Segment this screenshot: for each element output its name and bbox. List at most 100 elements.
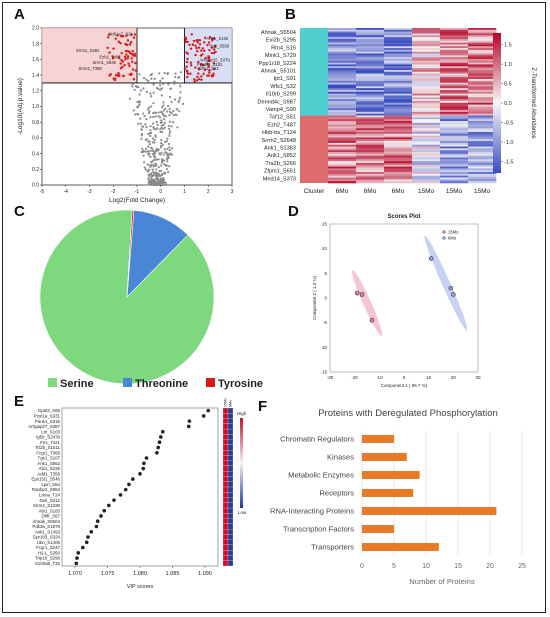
volcano-sig-point [185, 60, 189, 64]
heatmap-cell [440, 137, 469, 140]
heatmap-cell [384, 135, 413, 138]
heatmap-cell [328, 95, 357, 98]
volcano-sig-point [116, 34, 119, 37]
volcano-point [143, 82, 146, 85]
heatmap-cell [440, 59, 469, 62]
heatmap-cell [440, 29, 469, 32]
heatmap-cell [384, 133, 413, 136]
volcano-point [137, 105, 140, 108]
heatmap-cell [468, 57, 497, 60]
heatmap-cell [468, 75, 497, 78]
volcano-point [168, 146, 171, 149]
volcano-point [170, 100, 173, 104]
heatmap-cell [468, 46, 497, 49]
volcano-point [168, 165, 171, 168]
pca-point-6mo [448, 285, 454, 291]
volcano-point [160, 158, 163, 161]
heatmap-cell [412, 162, 441, 166]
volcano-sig-point [121, 65, 124, 69]
heatmap-cell [440, 128, 469, 131]
pca-x-tick-label: -30 [327, 375, 334, 380]
heatmap-cell [412, 137, 441, 140]
heatmap-cell [440, 111, 469, 115]
vip-side-cell [227, 465, 234, 472]
heatmap-cell [440, 131, 469, 135]
heatmap-cell [468, 40, 497, 43]
heatmap-cell [384, 142, 413, 146]
volcano-point [161, 112, 164, 115]
volcano-point [159, 121, 163, 124]
volcano-point [151, 160, 154, 163]
vip-side-cell [222, 460, 229, 467]
bar-category-label: Metabolic Enzymes [288, 471, 354, 480]
pca-legend-label: 6Mo [448, 236, 457, 241]
heatmap-cell [468, 164, 497, 167]
heatmap-cell [440, 110, 469, 113]
heatmap-cell [384, 48, 413, 51]
heatmap-cell [412, 152, 441, 155]
volcano-point [158, 152, 161, 155]
volcano-sig-point [206, 62, 209, 66]
heatmap-cell [440, 181, 469, 184]
heatmap-cell [468, 106, 497, 109]
heatmap-cell [384, 55, 413, 58]
bar-x-tick-label: 15 [454, 563, 462, 570]
heatmap-cell [356, 159, 385, 162]
bar-rna-interacting-proteins [362, 507, 497, 515]
volcano-sig-point [108, 51, 111, 54]
heatmap-cell [412, 71, 441, 74]
heatmap-cell [328, 59, 357, 62]
volcano-point [142, 161, 146, 164]
bar-transcription-factors [362, 525, 394, 533]
panel-label-b: B [285, 6, 296, 23]
heatmap-cell [356, 157, 385, 160]
vip-point [159, 435, 163, 439]
volcano-sig-point [186, 40, 189, 44]
vip-side-cell [222, 428, 229, 435]
heatmap-cell [356, 29, 385, 32]
heatmap-cell [384, 131, 413, 135]
volcano-point [148, 143, 151, 146]
heatmap-row-label: Hbb-bs_T124 [262, 130, 296, 136]
vip-point [155, 450, 159, 455]
volcano-sig-point [211, 39, 214, 42]
volcano-point [161, 77, 164, 80]
volcano-point [140, 134, 143, 137]
heatmap-row-label: Vamp4_S90 [266, 107, 296, 113]
volcano-point [158, 84, 162, 87]
volcano-point [161, 143, 164, 146]
panel-label-c: C [14, 203, 25, 220]
vip-feature-label: H2-L_S350 [38, 550, 61, 555]
volcano-point [145, 126, 148, 129]
heatmap-row-label: Rtn4_S16 [271, 45, 296, 51]
volcano-sig-point [208, 71, 211, 74]
volcano-sig-point [192, 39, 196, 43]
heatmap-cell [384, 31, 413, 34]
heatmap-cell [328, 106, 357, 109]
heatmap-cell [440, 175, 469, 178]
vip-x-tick-label: 1.070 [68, 571, 82, 577]
volcano-point [152, 115, 155, 119]
pca-x-tick-label: 30 [475, 375, 481, 380]
volcano-point [168, 132, 171, 135]
volcano-sig-point [189, 47, 193, 50]
heatmap-row-label: Ezh2_T487 [267, 122, 296, 128]
vip-point [144, 456, 149, 460]
heatmap-cell [356, 31, 385, 34]
heatmap-cell [468, 90, 497, 93]
volcano-sig-point [198, 38, 202, 42]
volcano-point [160, 179, 163, 182]
volcano-point [162, 101, 165, 104]
heatmap-cell [384, 144, 413, 147]
heatmap-row-label: Med14_S373 [263, 176, 296, 182]
heatmap-cell [468, 88, 497, 91]
volcano-point [138, 93, 141, 96]
vip-side-cell [222, 413, 229, 419]
heatmap-cell [440, 139, 469, 142]
heatmap-cell [412, 166, 441, 169]
heatmap-cell [440, 170, 469, 173]
heatmap-cell [412, 60, 441, 63]
heatmap-cell [440, 119, 469, 122]
heatmap-cell [440, 126, 469, 129]
volcano-sig-point [213, 48, 216, 51]
